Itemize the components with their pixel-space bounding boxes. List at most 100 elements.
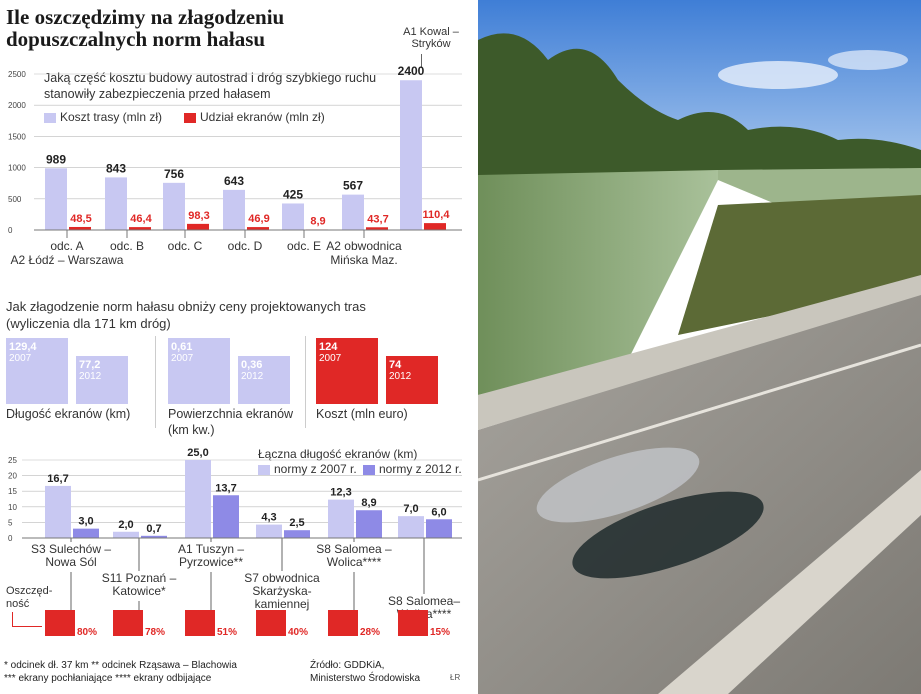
box-group-label: Koszt (mln euro) <box>316 407 408 421</box>
savings-arrow <box>12 612 13 626</box>
box-2007: 0,61 2007 <box>168 338 230 404</box>
box-2007-value: 129,4 <box>9 341 37 353</box>
savings-arrow-h <box>12 626 42 627</box>
legend3-2007-label: normy z 2007 r. <box>274 462 357 476</box>
savings-box <box>328 610 358 636</box>
chart3: 25 20 15 10 5 0 16,7 3,0 S3 Sulechów –Nowa Sól 80… <box>8 448 462 638</box>
category-label: odc. A <box>50 239 83 253</box>
legend3-2012-label: normy z 2012 r. <box>379 462 462 476</box>
box-2007: 129,4 2007 <box>6 338 68 404</box>
bar-screens-value: 8,9 <box>310 215 325 227</box>
source-1: Źródło: GDDKiA, <box>310 660 385 671</box>
savings-value: 28% <box>360 627 380 638</box>
savings-box <box>398 610 428 636</box>
bar-2007 <box>256 524 282 538</box>
noise-barrier-left <box>478 170 718 395</box>
bar-2007 <box>185 460 211 538</box>
box-2007-year: 2007 <box>9 353 32 364</box>
y-tick-label: 0 <box>8 226 13 235</box>
category-label: S8 Salomea– <box>388 594 460 608</box>
bar-screens-value: 46,4 <box>130 213 152 225</box>
bar-2012 <box>141 535 167 538</box>
bar-2007-value: 16,7 <box>47 473 68 485</box>
legend3-swatch-2012 <box>363 464 375 475</box>
bar-screens-cost <box>247 227 269 230</box>
embankment <box>678 195 921 335</box>
source-2: Ministerstwo Środowiska <box>310 673 421 684</box>
savings-box <box>185 610 215 636</box>
category-label: Nowa Sól <box>45 555 96 569</box>
category-label: Mińska Maz. <box>330 253 397 267</box>
box-2012-value: 74 <box>389 359 402 371</box>
category-label: odc. C <box>168 239 203 253</box>
divider <box>155 336 156 428</box>
bar-route-value: 756 <box>164 167 184 181</box>
bar-route-cost <box>223 189 245 230</box>
category-label: odc. E <box>287 239 321 253</box>
box-2007-year: 2007 <box>319 353 342 364</box>
bar-2012 <box>356 510 382 538</box>
bar-2007-value: 12,3 <box>330 487 351 499</box>
box-2007-value: 124 <box>319 341 338 353</box>
category-label: A1 Tuszyn – <box>178 542 244 556</box>
bar-screens-value: 46,9 <box>248 213 269 225</box>
section1-subtitle: Jaką część kosztu budowy autostrad i dró… <box>44 71 377 101</box>
bar-screens-cost <box>69 226 91 230</box>
category-label: S11 Poznań – <box>102 571 177 585</box>
bar-screens-value: 43,7 <box>367 213 388 225</box>
legend-screens-label: Udział ekranów (mln zł) <box>200 110 325 124</box>
category-label: S8 Salomea – <box>316 542 392 556</box>
y-tick-label: 20 <box>8 472 17 481</box>
bar-2007 <box>113 531 139 538</box>
box-2012-year: 2012 <box>79 371 102 382</box>
bar-2007-value: 25,0 <box>187 448 208 459</box>
bar-2012-value: 8,9 <box>361 497 376 509</box>
divider <box>305 336 306 428</box>
bar-screens-value: 98,3 <box>188 210 209 222</box>
noise-barrier-back <box>718 168 921 205</box>
legend3-swatch-2007 <box>258 464 270 475</box>
y-tick-label: 5 <box>8 518 13 527</box>
savings-box <box>256 610 286 636</box>
y-tick-label: 10 <box>8 503 17 512</box>
legend-swatch-screens <box>184 112 196 123</box>
page-title: Ile oszczędzimy na złagodzeniu dopuszcza… <box>6 5 285 51</box>
footnote-1: * odcinek dł. 37 km ** odcinek Rząsawa –… <box>4 660 237 671</box>
lane-line <box>478 343 921 482</box>
car-silver <box>536 447 700 523</box>
bar-route-value: 989 <box>46 152 66 166</box>
bar-2012 <box>284 530 310 538</box>
box-2012: 74 2012 <box>386 356 438 404</box>
y-tick-label: 2000 <box>8 101 26 110</box>
bar-screens-cost <box>129 227 151 230</box>
savings-box <box>45 610 75 636</box>
bar-screens-value: 110,4 <box>423 209 451 221</box>
category-label: S3 Sulechów – <box>31 542 111 556</box>
cloud <box>718 61 838 89</box>
bar-2007-value: 7,0 <box>403 503 418 515</box>
box-2007-year: 2007 <box>171 353 194 364</box>
bar-2007 <box>328 499 354 538</box>
box-2012-year: 2012 <box>389 371 412 382</box>
savings-box <box>113 610 143 636</box>
author-initials: ŁR <box>450 673 461 682</box>
bar-screens-cost <box>366 227 388 230</box>
legend3-title: Łączna długość ekranów (km) <box>258 447 418 461</box>
y-tick-label: 1000 <box>8 164 26 173</box>
photo-scene <box>478 0 921 694</box>
category-label: odc. D <box>228 239 263 253</box>
bar-route-cost <box>105 177 127 230</box>
savings-value: 78% <box>145 627 165 638</box>
bar-route-value: 843 <box>106 161 126 175</box>
category-label: Katowice* <box>112 584 166 598</box>
box-2012: 77,2 2012 <box>76 356 128 404</box>
savings-value: 40% <box>288 627 308 638</box>
category-label: kamiennej <box>255 597 310 611</box>
legend3-2007: normy z 2007 r. <box>258 462 357 476</box>
box-group-label: Powierzchnia ekranów (km kw.) <box>168 407 294 437</box>
legend-route: Koszt trasy (mln zł) <box>44 110 162 124</box>
car-dark <box>572 491 764 579</box>
section2-title: Jak złagodzenie norm hałasu obniży ceny … <box>6 299 366 331</box>
bar-route-cost <box>163 182 185 230</box>
box-group-label: Długość ekranów (km) <box>6 407 131 421</box>
